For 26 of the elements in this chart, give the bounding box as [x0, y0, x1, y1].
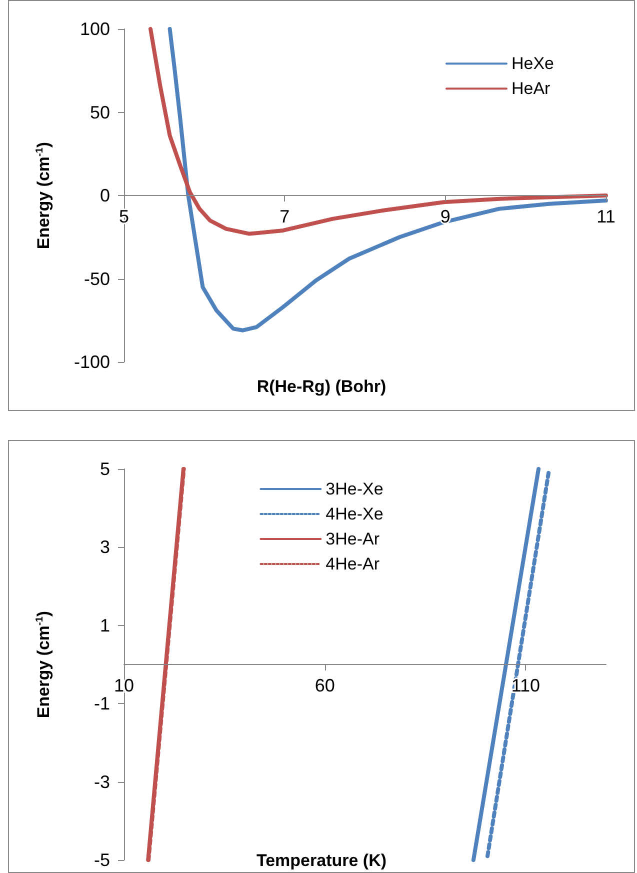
y-tick-label: -3	[94, 772, 110, 792]
y-tick-label: 50	[90, 102, 110, 122]
x-axis-title: R(He-Rg) (Bohr)	[256, 377, 386, 396]
y-axis-title: Energy (cm-1)	[34, 142, 53, 250]
y-axis-title: Energy (cm-1)	[34, 610, 53, 718]
legend-label: 4He-Ar	[326, 554, 380, 574]
y-tick-label: -5	[94, 850, 110, 870]
x-tick-label: 7	[280, 206, 290, 226]
x-tick-label: 60	[314, 676, 335, 696]
y-tick-label: -100	[74, 352, 110, 372]
legend-label: HeXe	[511, 54, 554, 74]
y-tick-label: -50	[84, 268, 110, 289]
legend-label: 4He-Xe	[326, 504, 384, 524]
y-tick-label: 5	[100, 459, 110, 479]
y-tick-label: 1	[100, 615, 110, 636]
legend-label: HeAr	[511, 79, 551, 98]
legend-label: 3He-Xe	[326, 479, 384, 498]
y-tick-label: 0	[100, 186, 110, 206]
x-tick-label: 5	[118, 206, 130, 226]
x-tick-label: 11	[596, 206, 616, 226]
legend-label: 3He-Ar	[326, 529, 380, 548]
x-tick-label: 10	[114, 676, 134, 696]
y-tick-label: 100	[80, 19, 110, 39]
y-tick-label: 3	[100, 537, 110, 558]
y-tick-label: -1	[94, 694, 110, 714]
x-axis-title: Temperature (K)	[256, 851, 387, 870]
